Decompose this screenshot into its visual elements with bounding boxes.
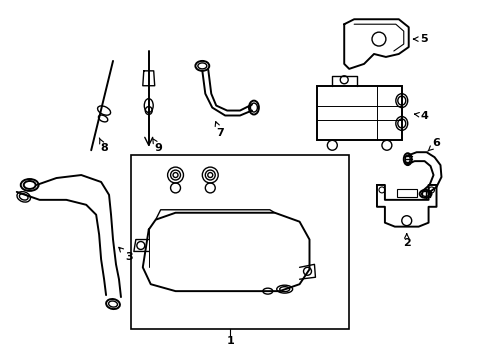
Text: 3: 3 [119,247,132,262]
Bar [131,155,348,329]
Text: 9: 9 [152,138,163,153]
Text: 6: 6 [427,138,440,151]
Text: 5: 5 [413,34,427,44]
Text: 1: 1 [226,336,234,346]
Text: 7: 7 [215,122,224,138]
Text: 2: 2 [402,234,410,248]
Text: 8: 8 [99,138,108,153]
Bar [317,86,401,140]
Text: 4: 4 [414,111,427,121]
Bar [396,189,416,197]
